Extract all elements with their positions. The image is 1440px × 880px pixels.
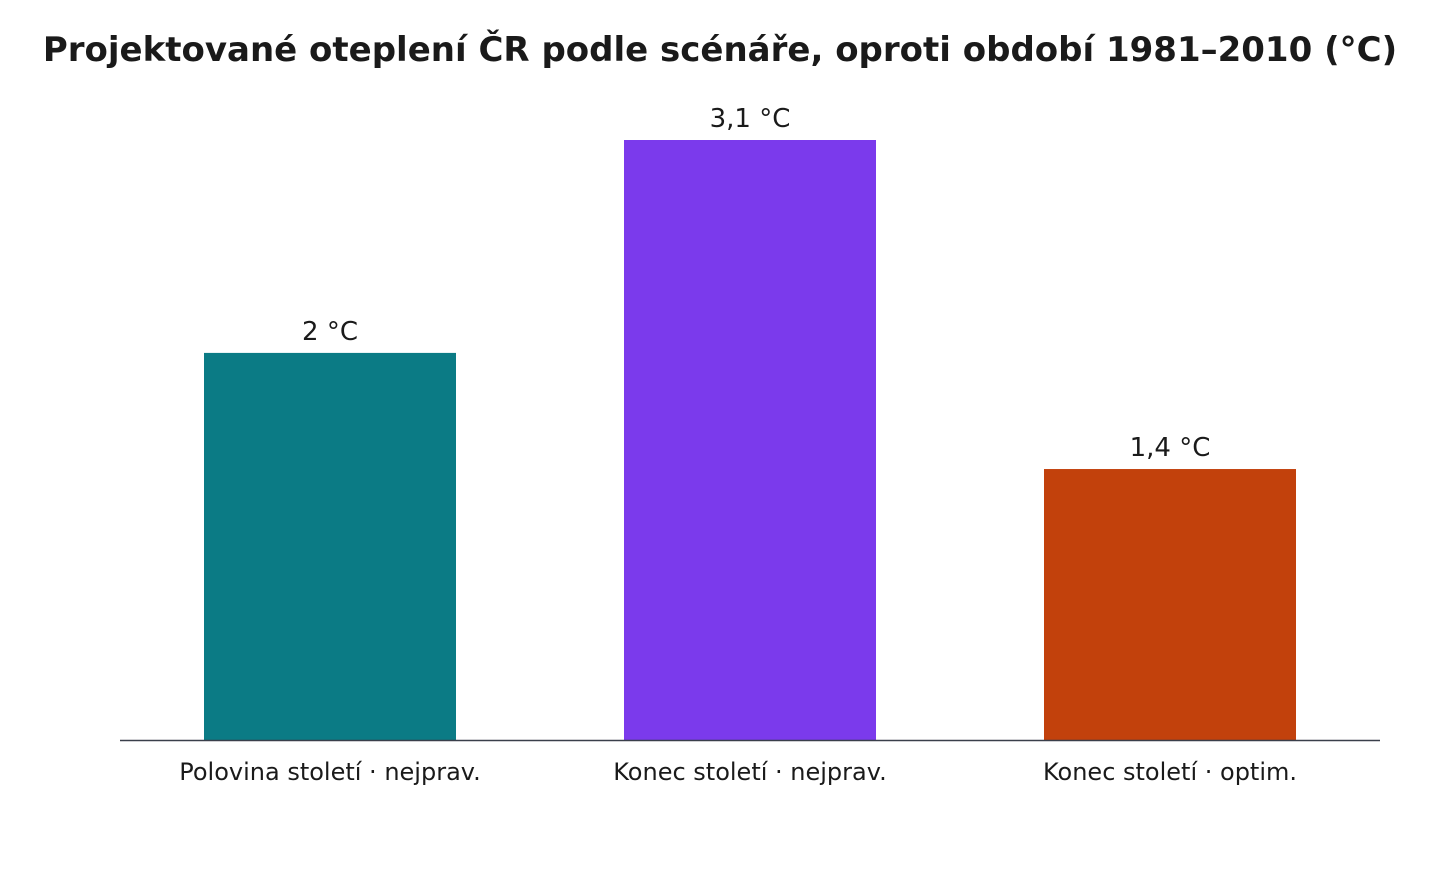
bar-2 <box>624 140 876 740</box>
chart-title: Projektované oteplení ČR podle scénáře, … <box>42 30 1398 70</box>
data-label-1: 2 °C <box>302 317 358 347</box>
data-label-3: 1,4 °C <box>1130 433 1211 463</box>
bar-1 <box>204 352 456 740</box>
x-tick-label-2: Konec století · nejprav. <box>613 758 886 786</box>
x-tick-labels-group: Polovina století · nejprav. Konec století… <box>179 758 1297 786</box>
x-tick-label-3: Konec století · optim. <box>1043 758 1297 786</box>
data-label-2: 3,1 °C <box>710 104 791 134</box>
bars-group <box>204 140 1296 740</box>
data-labels-group: 2 °C 3,1 °C 1,4 °C <box>302 104 1210 463</box>
x-tick-label-1: Polovina století · nejprav. <box>179 758 481 786</box>
bar-3 <box>1044 469 1296 740</box>
